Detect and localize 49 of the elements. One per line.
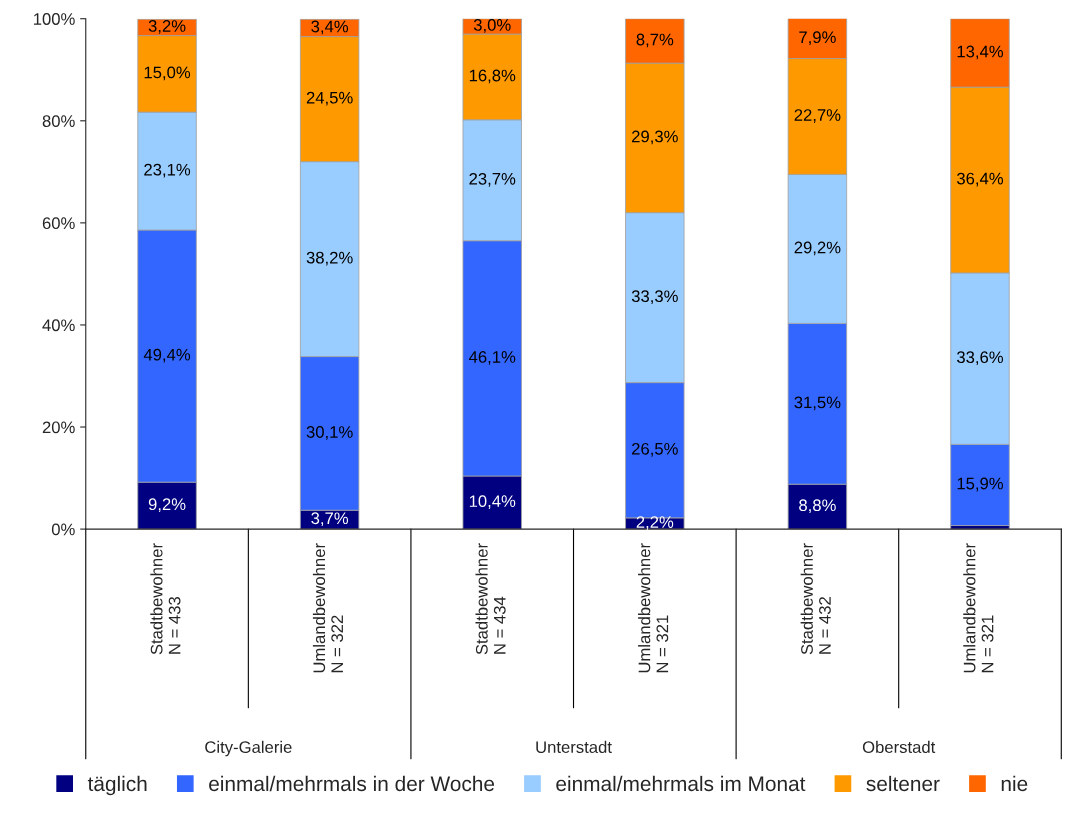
data-label: 15,0%	[144, 66, 191, 81]
data-label: 16,8%	[469, 69, 516, 84]
data-label: 24,5%	[306, 91, 353, 106]
data-label: 33,6%	[956, 351, 1004, 366]
text: Unterstadt	[536, 740, 612, 754]
data-label: 49,4%	[143, 348, 191, 363]
data-label: 29,3%	[632, 130, 678, 145]
legend-label: täglich	[87, 775, 147, 796]
x-tick-label: Umlandbewohner N = 321	[963, 543, 994, 673]
legend-label: einmal/mehrmals in der Woche	[209, 775, 495, 792]
data-label: 3,7%	[311, 512, 349, 527]
data-label: 8,7%	[636, 33, 674, 48]
data-label: 46,1%	[468, 351, 516, 365]
data-label: 3,2%	[148, 20, 186, 34]
data-label: 30,1%	[306, 426, 353, 440]
y-tick-label: 80%	[42, 115, 75, 127]
data-label: 23,1%	[144, 163, 191, 178]
x-tick-label: Umlandbewohner N = 322	[312, 543, 344, 673]
y-tick-label: 60%	[42, 217, 75, 230]
data-label: 8,8%	[799, 499, 836, 514]
legend-label: seltener	[866, 775, 940, 792]
data-label: 3,4%	[311, 20, 349, 35]
x-tick-label: Stadtbewohner N = 433	[150, 543, 181, 655]
legend-label: einmal/mehrmals im Monat	[556, 775, 806, 792]
data-label: 15,9%	[957, 477, 1004, 492]
text: Oberstadt	[862, 740, 936, 754]
x-tick-label: Stadtbewohner N = 434	[475, 543, 506, 655]
data-label: 10,4%	[469, 495, 516, 509]
data-label: 33,3%	[631, 290, 678, 305]
y-tick-label: 40%	[42, 319, 75, 332]
data-label: 23,7%	[469, 172, 516, 187]
data-label: 7,9%	[799, 31, 836, 46]
data-label: 29,2%	[794, 241, 841, 256]
data-label: 26,5%	[632, 442, 678, 457]
y-tick-label: 100%	[33, 13, 75, 25]
y-tick-label: 20%	[42, 421, 75, 434]
data-label: 13,4%	[957, 45, 1004, 60]
data-label: 22,7%	[794, 109, 841, 123]
data-label: 3,0%	[473, 19, 511, 33]
y-tick-label: 0%	[51, 523, 75, 536]
data-label: 9,2%	[148, 498, 186, 513]
data-label: 38,2%	[306, 251, 353, 266]
data-label: 36,4%	[956, 172, 1004, 187]
data-label: 2,2%	[636, 516, 674, 530]
x-tick-label: Stadtbewohner N = 432	[800, 543, 831, 655]
data-label: 31,5%	[794, 396, 841, 411]
x-tick-label: Umlandbewohner N = 321	[638, 543, 669, 673]
legend-label: nie	[1001, 775, 1028, 792]
text: City-Galerie	[205, 740, 292, 757]
